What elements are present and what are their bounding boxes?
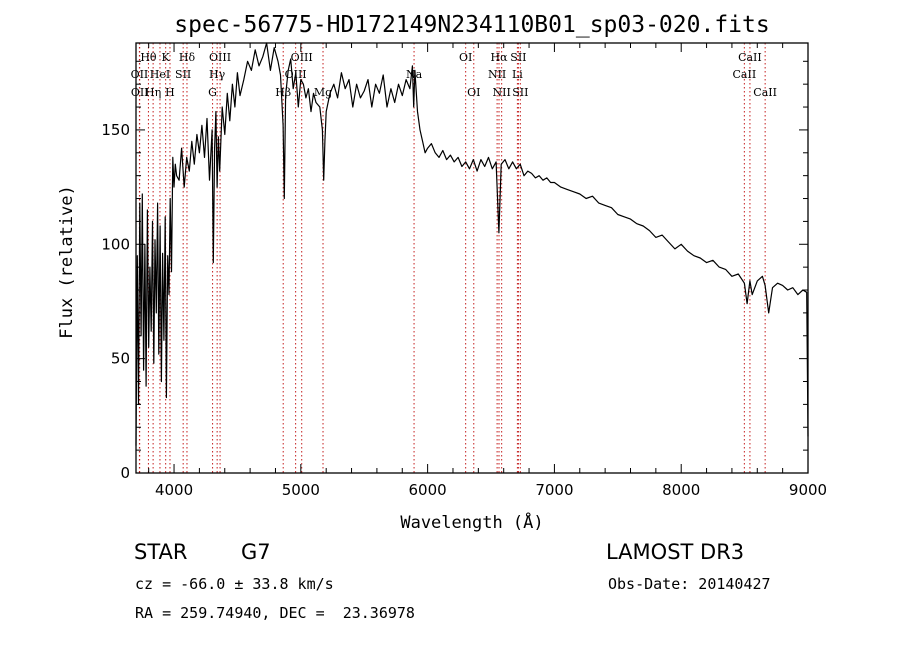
y-axis-label: Flux (relative) (57, 185, 77, 339)
chart-title: spec-56775-HD172149N234110B01_sp03-020.f… (174, 12, 769, 38)
x-tick-label: 4000 (155, 481, 193, 499)
line-label-h: H (165, 86, 175, 99)
x-axis-label: Wavelength (Å) (400, 511, 543, 533)
line-label-nii: NII (493, 86, 511, 99)
line-label-caii: CaII (753, 86, 777, 99)
y-tick-label: 0 (120, 464, 130, 482)
line-label-sii: SII (175, 68, 191, 81)
line-label-sii: SII (512, 86, 528, 99)
object-class: STAR (134, 540, 188, 564)
line-label-caii: CaII (733, 68, 757, 81)
x-tick-label: 9000 (789, 481, 827, 499)
y-tick-label: 150 (101, 121, 130, 139)
survey-name: LAMOST DR3 (606, 540, 745, 564)
line-label-oiii: OIII (209, 51, 231, 64)
line-label-k: K (162, 51, 171, 64)
x-axis-ticks: 4000 5000 6000 7000 8000 9000 (148, 43, 827, 499)
line-label-hη: Hη (145, 86, 161, 99)
coordinates: RA = 259.74940, DEC = 23.36978 (135, 604, 415, 622)
line-label-sii: SII (510, 51, 526, 64)
line-label-oii: OII (131, 68, 149, 81)
obs-date: Obs-Date: 20140427 (608, 575, 771, 593)
line-label-hγ: Hγ (209, 68, 226, 81)
plot-frame (135, 42, 809, 474)
line-label-g: G (208, 86, 217, 99)
flux-series-line (135, 42, 809, 446)
line-label-mg: Mg (314, 86, 332, 99)
line-label-hβ: Hβ (275, 86, 291, 99)
y-tick-label: 50 (111, 350, 130, 368)
line-label-caii: CaII (738, 51, 762, 64)
line-label-hθ: Hθ (140, 51, 157, 64)
line-label-hδ: Hδ (179, 51, 196, 64)
line-label-oi: OI (459, 51, 472, 64)
line-label-oiii: OIII (291, 51, 313, 64)
x-tick-label: 7000 (535, 481, 573, 499)
line-label-oi: OI (467, 86, 480, 99)
redshift-readout: cz = -66.0 ± 33.8 km/s (135, 575, 334, 593)
line-label-hα: Hα (490, 51, 508, 64)
x-tick-label: 6000 (409, 481, 447, 499)
object-subclass: G7 (241, 540, 271, 564)
line-label-hei: HeI (150, 68, 170, 81)
x-tick-label: 5000 (282, 481, 320, 499)
y-tick-label: 100 (101, 235, 130, 253)
line-label-oii: OII (131, 86, 149, 99)
spectral-line-markers (138, 43, 766, 473)
y-axis-ticks: 0 50 100 150 (101, 60, 808, 482)
line-label-nii: NII (488, 68, 506, 81)
x-tick-label: 8000 (662, 481, 700, 499)
line-label-li: Li (512, 68, 523, 81)
